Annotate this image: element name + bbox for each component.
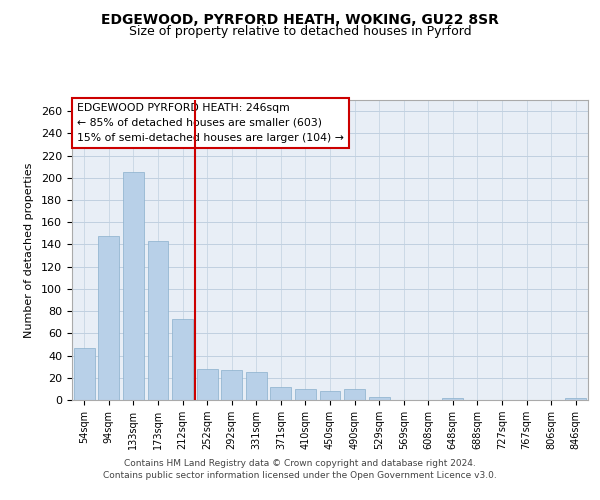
Bar — [221, 370, 242, 400]
Bar — [197, 369, 218, 400]
Bar — [148, 241, 169, 400]
Bar — [271, 386, 292, 400]
Bar — [344, 389, 365, 400]
Bar — [565, 398, 586, 400]
Bar — [442, 398, 463, 400]
Y-axis label: Number of detached properties: Number of detached properties — [24, 162, 34, 338]
Bar — [368, 396, 389, 400]
Bar — [246, 372, 267, 400]
Bar — [98, 236, 119, 400]
Bar — [320, 391, 340, 400]
Bar — [123, 172, 144, 400]
Bar — [172, 319, 193, 400]
Text: EDGEWOOD PYRFORD HEATH: 246sqm
← 85% of detached houses are smaller (603)
15% of: EDGEWOOD PYRFORD HEATH: 246sqm ← 85% of … — [77, 103, 344, 142]
Text: Contains HM Land Registry data © Crown copyright and database right 2024.
Contai: Contains HM Land Registry data © Crown c… — [103, 458, 497, 480]
Bar — [295, 389, 316, 400]
Text: EDGEWOOD, PYRFORD HEATH, WOKING, GU22 8SR: EDGEWOOD, PYRFORD HEATH, WOKING, GU22 8S… — [101, 12, 499, 26]
Text: Size of property relative to detached houses in Pyrford: Size of property relative to detached ho… — [128, 25, 472, 38]
Bar — [74, 348, 95, 400]
